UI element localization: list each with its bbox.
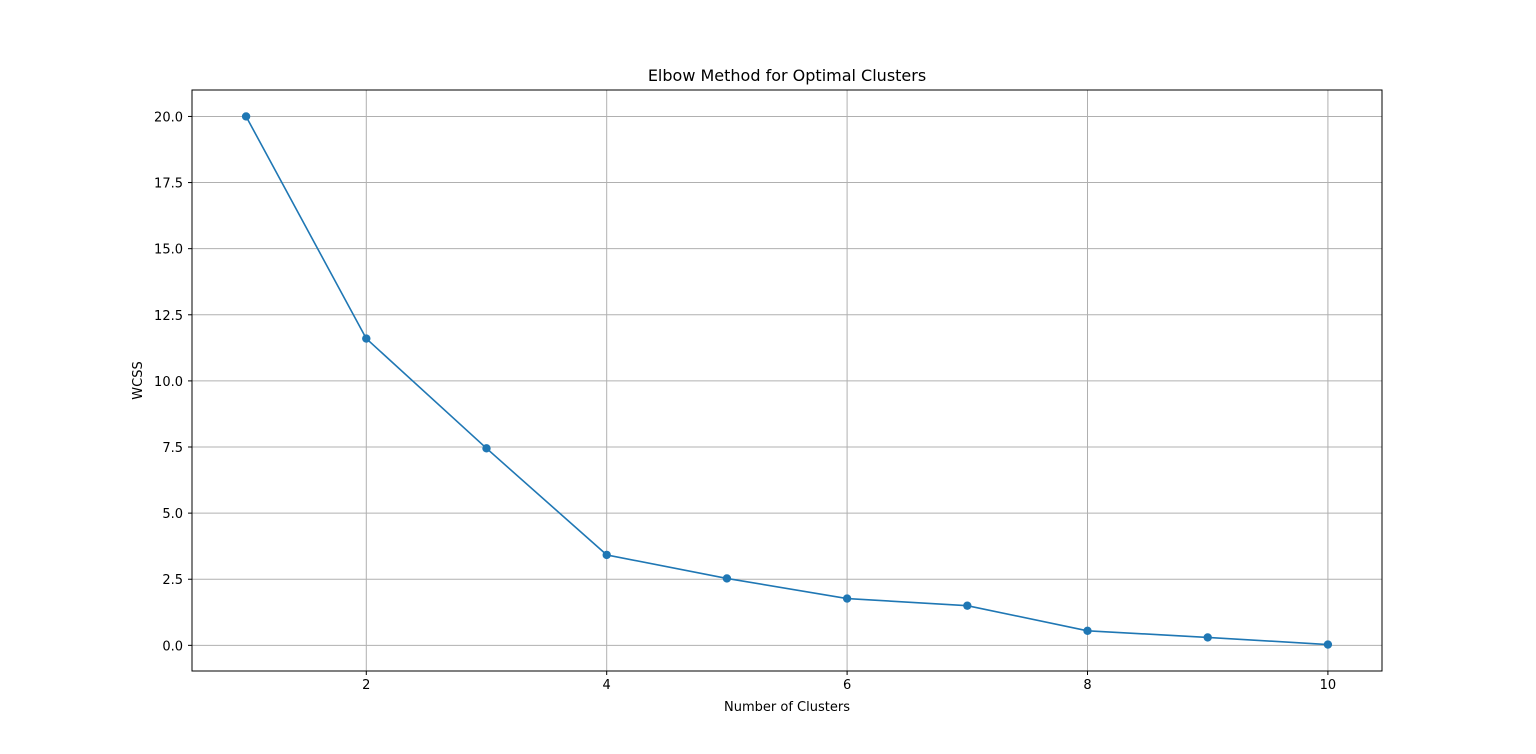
y-tick-label: 7.5 [162,441,183,456]
y-tick-label: 20.0 [154,110,183,125]
y-tick-label: 2.5 [162,573,183,588]
data-point [842,594,852,603]
data-point [1323,640,1333,649]
data-point [722,574,732,583]
x-tick-label: 4 [603,678,611,693]
y-tick-label: 17.5 [154,177,183,192]
series-layer [241,112,1333,649]
x-tick-label: 6 [843,678,851,693]
plot-frame [191,89,1383,672]
data-point [602,550,611,560]
data-point [1203,633,1212,642]
data-point [362,334,371,343]
chart-title: Elbow Method for Optimal Clusters [648,66,926,85]
x-tick-label: 8 [1083,678,1091,693]
x-tick-label: 2 [362,678,370,693]
y-tick-label: 15.0 [154,243,183,258]
y-axis-label: WCSS [131,361,146,399]
data-point [241,112,251,121]
y-tick-label: 10.0 [154,375,183,390]
x-tick-label: 10 [1320,678,1337,693]
y-tick-label: 0.0 [162,639,183,654]
y-tick-label: 12.5 [154,309,183,324]
y-tick-label: 5.0 [162,507,183,522]
data-point [1083,626,1092,636]
grid-layer [192,90,1382,671]
data-point [963,601,972,610]
series-line [245,116,1328,646]
x-axis-label: Number of Clusters [724,700,850,715]
data-point [482,444,491,453]
ticks-layer: 2 4 6 8 10 0.0 2.5 5.0 7.5 10.0 12.5 15.0 17.5 20.0 [154,110,1336,693]
